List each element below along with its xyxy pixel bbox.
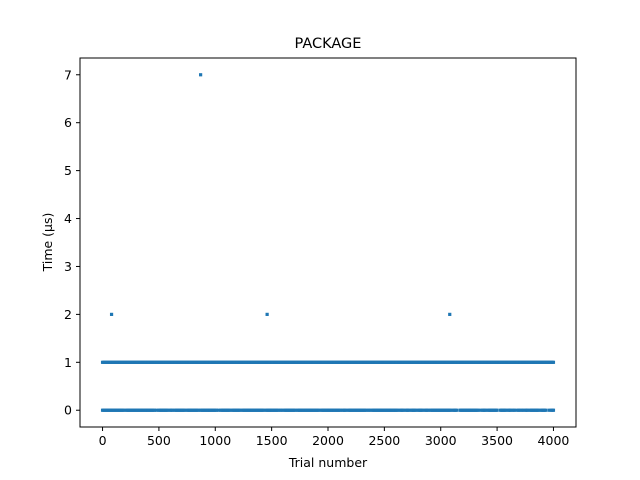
data-point [396,408,400,412]
x-tick-label: 3000 [425,433,457,448]
data-point [122,408,126,412]
y-tick-label: 3 [64,259,72,274]
data-layer [100,73,556,412]
data-point [414,408,418,412]
x-tick-label: 2500 [368,433,400,448]
data-point [547,408,551,412]
data-point [551,408,556,412]
data-point [504,408,508,412]
data-point [537,408,541,412]
x-tick-label: 4000 [538,433,570,448]
data-point [196,408,200,412]
data-point [344,408,348,412]
data-point [170,408,175,412]
data-point [280,408,284,412]
x-tick-label: 3500 [481,433,513,448]
y-axis: 0 1 2 3 4 5 6 7 [64,67,80,418]
data-point [551,360,556,364]
data-point [262,408,266,412]
y-tick-label: 0 [64,403,72,418]
data-point-outlier [109,312,114,316]
data-point [401,408,406,412]
data-point [512,408,516,412]
data-point [293,408,297,412]
y-tick-label: 1 [64,355,72,370]
y-tick-label: 7 [64,67,72,82]
x-tick-label: 2000 [312,433,344,448]
plot-frame [79,57,577,428]
data-point [317,408,321,412]
data-point [449,408,453,412]
data-point [543,408,548,412]
x-tick-label: 500 [147,433,171,448]
data-point [217,408,221,412]
data-point-outlier [448,312,452,316]
y-axis-label: Time (μs) [40,213,55,273]
chart-title: PACKAGE [295,36,362,52]
data-point [478,408,482,412]
x-axis: 0 500 1000 1500 2000 2500 3000 3500 4000 [99,427,570,448]
data-point [368,408,372,412]
data-point [238,408,242,412]
data-point [525,408,530,412]
data-point [509,408,513,412]
data-point [214,408,218,412]
data-point [407,408,411,412]
data-point [228,408,232,412]
data-point [514,408,518,412]
data-point [155,408,159,412]
data-point [495,408,499,412]
data-point [338,408,342,412]
data-point [276,408,280,412]
x-axis-label: Trial number [288,455,368,470]
y-tick-label: 4 [64,211,72,226]
data-point [364,408,368,412]
data-point [421,408,425,412]
data-point [476,408,480,412]
data-point-outlier [199,73,203,77]
data-point-outlier [265,312,269,316]
data-point [166,408,170,412]
x-tick-label: 1500 [256,433,288,448]
x-tick-label: 1000 [199,433,231,448]
data-point [152,408,156,412]
x-tick-label: 0 [99,433,107,448]
data-point [521,408,525,412]
data-point [518,408,522,412]
data-point [183,408,187,412]
data-point [426,408,430,412]
y-tick-label: 5 [64,163,72,178]
data-point [454,408,459,412]
y-tick-label: 6 [64,115,72,130]
data-point [484,408,488,412]
y-tick-label: 2 [64,307,72,322]
